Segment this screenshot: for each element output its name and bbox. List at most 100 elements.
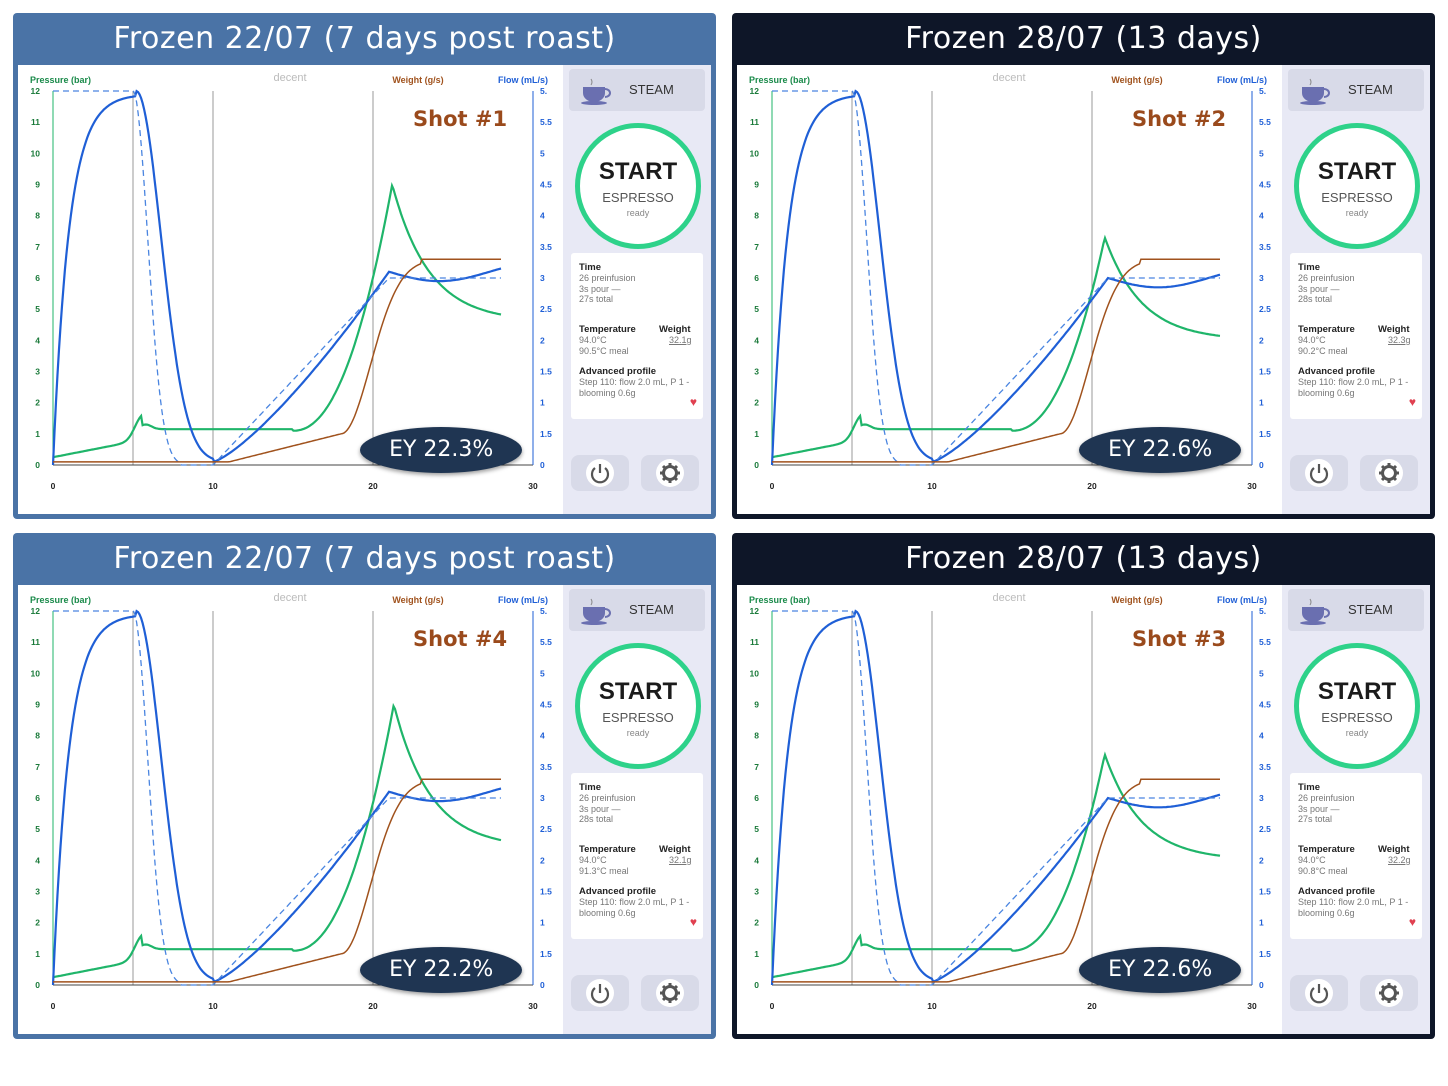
shot-info-card: Time 26 preinfusion 3s pour — 27s total … bbox=[1290, 773, 1422, 939]
flow-tick-label: 5. bbox=[1259, 606, 1266, 616]
power-icon bbox=[1305, 979, 1333, 1007]
panel-title: Frozen 22/07 (7 days post roast) bbox=[113, 541, 616, 576]
decent-screen: Pressure (bar) Weight (g/s) Flow (mL/s) dec… bbox=[737, 65, 1430, 514]
cup-icon bbox=[1300, 78, 1330, 105]
weight-series bbox=[53, 778, 501, 983]
pressure-tick-label: 4 bbox=[35, 855, 40, 865]
shot-label: Shot #4 bbox=[413, 627, 508, 651]
pressure-series bbox=[52, 181, 502, 459]
pressure-tick-label: 8 bbox=[35, 211, 40, 221]
x-tick-label: 20 bbox=[368, 1001, 378, 1011]
power-button[interactable] bbox=[1290, 455, 1348, 491]
flow-tick-label: 5 bbox=[1259, 668, 1264, 678]
profile-label: Advanced profile bbox=[1298, 366, 1376, 377]
flow-goal-series bbox=[53, 90, 501, 466]
pressure-tick-label: 2 bbox=[754, 918, 759, 928]
pressure-tick-label: 10 bbox=[31, 668, 41, 678]
profile-values: Step 110: flow 2.0 mL, P 1 - blooming 0.… bbox=[1298, 377, 1409, 398]
chart-svg: Pressure (bar) Weight (g/s) Flow (mL/s) dec… bbox=[749, 592, 1271, 1011]
temperature-values: 94.0°C 90.5°C meal bbox=[579, 335, 629, 356]
heart-icon[interactable]: ♥ bbox=[1408, 395, 1416, 409]
panel-title: Frozen 28/07 (13 days) bbox=[905, 21, 1262, 56]
flow-goal-series bbox=[53, 610, 501, 986]
control-sidebar: STEAM START ESPRESSO ready Time 26 prein… bbox=[563, 65, 711, 514]
shot-panel: Frozen 28/07 (13 days) Pressure (bar) Wei… bbox=[732, 13, 1435, 519]
pressure-tick-label: 4 bbox=[754, 335, 759, 345]
flow-axis-label: Flow (mL/s) bbox=[498, 595, 548, 605]
profile-values: Step 110: flow 2.0 mL, P 1 - blooming 0.… bbox=[579, 897, 690, 918]
shot-info-card: Time 26 preinfusion 3s pour — 28s total … bbox=[571, 773, 703, 939]
time-values: 26 preinfusion 3s pour — 28s total bbox=[1298, 273, 1355, 304]
pressure-tick-label: 12 bbox=[31, 86, 41, 96]
heart-icon[interactable]: ♥ bbox=[689, 915, 697, 929]
flow-tick-label: 1.5 bbox=[540, 949, 552, 959]
flow-tick-label: 5. bbox=[540, 606, 547, 616]
x-tick-label: 20 bbox=[1087, 1001, 1097, 1011]
flow-tick-label: 1.5 bbox=[1259, 949, 1271, 959]
heart-icon[interactable]: ♥ bbox=[689, 395, 697, 409]
pressure-tick-label: 9 bbox=[35, 700, 40, 710]
weight-axis-label: Weight (g/s) bbox=[392, 595, 443, 605]
ey-badge: EY 22.6% bbox=[1079, 427, 1242, 473]
steam-button[interactable]: STEAM bbox=[1288, 589, 1424, 631]
steam-button[interactable]: STEAM bbox=[569, 589, 705, 631]
pressure-tick-label: 11 bbox=[750, 637, 759, 647]
profile-label: Advanced profile bbox=[1298, 886, 1376, 897]
control-sidebar: STEAM START ESPRESSO ready Time 26 prein… bbox=[563, 585, 711, 1034]
start-espresso-button[interactable]: START ESPRESSO ready bbox=[1294, 643, 1420, 769]
settings-button[interactable] bbox=[1360, 975, 1418, 1011]
flow-tick-label: 1 bbox=[1259, 398, 1264, 408]
pressure-tick-label: 2 bbox=[35, 398, 40, 408]
start-espresso-button[interactable]: START ESPRESSO ready bbox=[1294, 123, 1420, 249]
x-tick-label: 0 bbox=[770, 1001, 775, 1011]
flow-tick-label: 3.5 bbox=[540, 242, 552, 252]
control-sidebar: STEAM START ESPRESSO ready Time 26 prein… bbox=[1282, 585, 1430, 1034]
temperature-values: 94.0°C 90.8°C meal bbox=[1298, 855, 1348, 876]
x-tick-label: 10 bbox=[927, 481, 937, 491]
pressure-tick-label: 3 bbox=[35, 367, 40, 377]
settings-button[interactable] bbox=[1360, 455, 1418, 491]
shot-chart: Pressure (bar) Weight (g/s) Flow (mL/s) dec… bbox=[737, 65, 1282, 514]
weight-series bbox=[53, 258, 501, 463]
pressure-series bbox=[52, 702, 502, 979]
flow-axis-label: Flow (mL/s) bbox=[1217, 595, 1267, 605]
power-button[interactable] bbox=[571, 975, 629, 1011]
pressure-tick-label: 12 bbox=[750, 86, 760, 96]
x-tick-label: 30 bbox=[1247, 1001, 1257, 1011]
power-button[interactable] bbox=[571, 455, 629, 491]
steam-button[interactable]: STEAM bbox=[569, 69, 705, 111]
pressure-tick-label: 6 bbox=[754, 273, 759, 283]
pressure-tick-label: 1 bbox=[35, 429, 40, 439]
heart-icon[interactable]: ♥ bbox=[1408, 915, 1416, 929]
pressure-tick-label: 11 bbox=[31, 117, 40, 127]
pressure-tick-label: 2 bbox=[754, 398, 759, 408]
flow-goal-series bbox=[772, 610, 1220, 986]
steam-button[interactable]: STEAM bbox=[1288, 69, 1424, 111]
start-espresso-button[interactable]: START ESPRESSO ready bbox=[575, 123, 701, 249]
pressure-tick-label: 5 bbox=[754, 304, 759, 314]
shot-panel: Frozen 28/07 (13 days) Pressure (bar) Wei… bbox=[732, 533, 1435, 1039]
weight-label: Weight bbox=[1378, 324, 1410, 335]
flow-tick-label: 3 bbox=[540, 273, 545, 283]
x-tick-label: 30 bbox=[528, 481, 538, 491]
settings-button[interactable] bbox=[641, 975, 699, 1011]
flow-tick-label: 5 bbox=[540, 148, 545, 158]
ready-label: ready bbox=[626, 728, 650, 738]
pressure-tick-label: 0 bbox=[754, 980, 759, 990]
power-icon bbox=[1305, 459, 1333, 487]
pressure-tick-label: 7 bbox=[35, 762, 40, 772]
flow-tick-label: 2 bbox=[540, 335, 545, 345]
start-espresso-button[interactable]: START ESPRESSO ready bbox=[575, 643, 701, 769]
pressure-tick-label: 6 bbox=[35, 273, 40, 283]
ey-badge: EY 22.2% bbox=[360, 947, 523, 993]
panel-title: Frozen 28/07 (13 days) bbox=[905, 541, 1262, 576]
cup-icon bbox=[581, 598, 611, 625]
gear-icon bbox=[656, 459, 684, 487]
flow-series bbox=[770, 609, 1221, 986]
flow-tick-label: 2 bbox=[1259, 855, 1264, 865]
cup-icon bbox=[581, 78, 611, 105]
settings-button[interactable] bbox=[641, 455, 699, 491]
weight-axis-label: Weight (g/s) bbox=[1111, 75, 1162, 85]
power-button[interactable] bbox=[1290, 975, 1348, 1011]
pressure-tick-label: 10 bbox=[750, 148, 760, 158]
